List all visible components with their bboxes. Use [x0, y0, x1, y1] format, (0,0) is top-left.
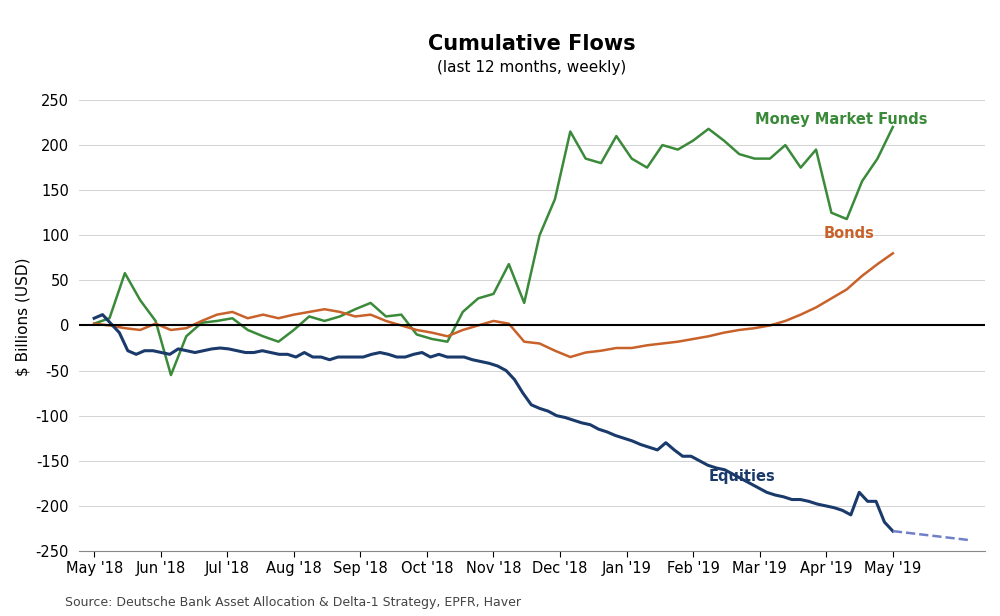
- Text: (last 12 months, weekly): (last 12 months, weekly): [437, 60, 627, 75]
- Text: Source: Deutsche Bank Asset Allocation & Delta-1 Strategy, EPFR, Haver: Source: Deutsche Bank Asset Allocation &…: [65, 596, 521, 609]
- Y-axis label: $ Billions (USD): $ Billions (USD): [15, 257, 30, 376]
- Text: Cumulative Flows: Cumulative Flows: [428, 34, 636, 54]
- Text: Equities: Equities: [709, 469, 775, 485]
- Text: Money Market Funds: Money Market Funds: [755, 112, 927, 128]
- Text: Bonds: Bonds: [824, 226, 875, 241]
